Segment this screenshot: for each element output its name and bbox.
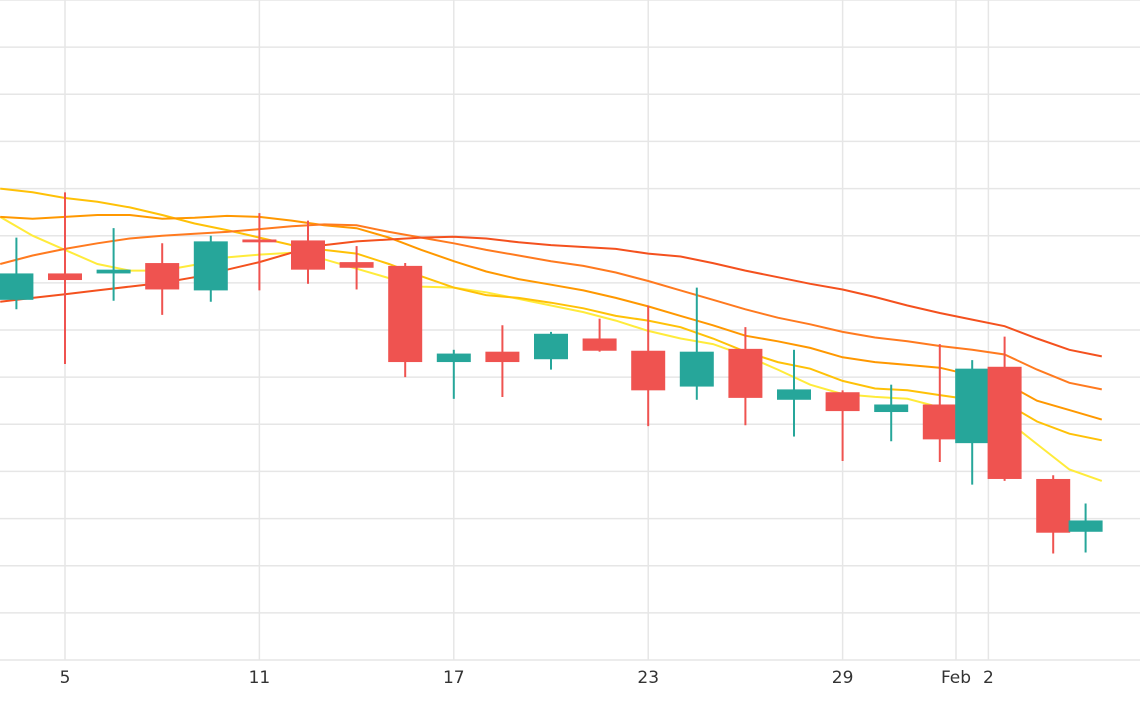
candle — [291, 220, 325, 284]
x-tick-label: 29 — [832, 668, 854, 688]
candle-body — [679, 351, 714, 387]
candle — [193, 235, 228, 302]
moving-average-lines — [0, 187, 1103, 482]
candle-body — [1036, 478, 1071, 533]
candle-body — [582, 338, 617, 351]
x-tick-label: 23 — [637, 668, 659, 688]
moving-average-line-5 — [0, 235, 1102, 358]
moving-average-line-4 — [0, 223, 1102, 391]
x-tick-label: 11 — [249, 668, 271, 688]
candle — [874, 384, 909, 442]
candle — [96, 228, 131, 301]
candle — [48, 192, 82, 364]
candle-body — [388, 265, 423, 363]
candle — [339, 246, 374, 290]
candle-body — [1068, 520, 1103, 532]
candle-body — [436, 353, 471, 363]
candle — [728, 327, 763, 426]
x-tick-label: 5 — [60, 668, 71, 688]
candle-body — [485, 351, 520, 363]
candle — [987, 336, 1022, 481]
candle-body — [193, 241, 228, 291]
candle — [955, 360, 990, 485]
candle — [922, 344, 957, 462]
gridlines — [0, 0, 1140, 661]
candles — [0, 192, 1103, 554]
candle-body — [0, 273, 34, 300]
candle-body — [922, 404, 957, 440]
moving-average-line-1 — [0, 216, 1103, 482]
candle — [777, 349, 811, 437]
candle — [436, 349, 471, 399]
candle — [0, 237, 34, 310]
x-axis: 5 11 17 23 29 Feb 2 — [60, 668, 994, 688]
candle — [1068, 503, 1103, 553]
x-tick-label: 2 — [983, 668, 994, 688]
candle — [582, 318, 617, 352]
candle — [534, 331, 568, 370]
x-tick-label: 17 — [443, 668, 465, 688]
candle-body — [242, 239, 277, 243]
candle-body — [631, 350, 666, 391]
candle-body — [728, 348, 763, 398]
candle-body — [874, 404, 909, 413]
candle-body — [825, 392, 860, 412]
candle-body — [48, 273, 82, 281]
candle-body — [987, 366, 1022, 479]
x-tick-label: Feb — [941, 668, 971, 688]
moving-average-line-3 — [0, 214, 1103, 421]
candle — [679, 287, 714, 400]
candle — [825, 390, 860, 462]
candle-body — [955, 368, 990, 444]
candle-body — [291, 240, 325, 270]
candle — [388, 263, 423, 378]
moving-average-line-2 — [0, 187, 1102, 442]
candle — [485, 325, 520, 397]
candle — [631, 305, 666, 427]
candle — [145, 243, 180, 315]
candle-body — [777, 389, 811, 400]
candle — [1036, 475, 1071, 554]
candle-body — [145, 263, 180, 290]
candle-body — [96, 269, 131, 274]
candle-body — [534, 333, 568, 360]
candle-body — [339, 262, 374, 268]
candle — [242, 213, 277, 291]
